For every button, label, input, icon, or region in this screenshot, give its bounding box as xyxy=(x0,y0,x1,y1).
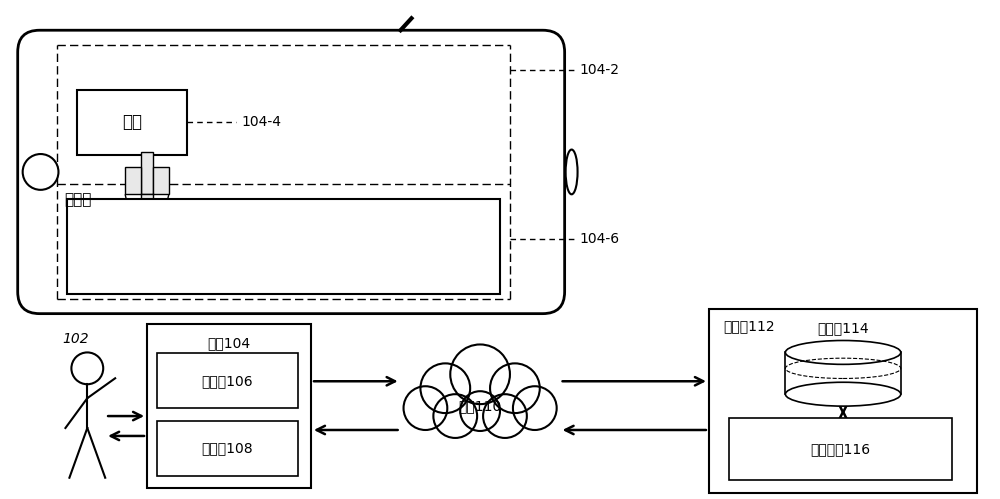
Ellipse shape xyxy=(785,340,901,364)
Circle shape xyxy=(433,394,477,438)
Ellipse shape xyxy=(785,382,901,406)
Bar xyxy=(147,323,311,488)
Circle shape xyxy=(513,386,557,430)
Ellipse shape xyxy=(566,150,578,194)
Circle shape xyxy=(404,386,447,430)
Circle shape xyxy=(483,394,527,438)
Text: 数据库114: 数据库114 xyxy=(817,321,869,335)
Circle shape xyxy=(71,352,103,384)
Text: 服务器112: 服务器112 xyxy=(724,319,775,333)
Text: 104-2: 104-2 xyxy=(580,63,620,77)
Circle shape xyxy=(450,344,510,404)
Text: 终端104: 终端104 xyxy=(207,336,251,350)
Bar xyxy=(709,309,977,493)
Polygon shape xyxy=(141,152,153,194)
Circle shape xyxy=(23,154,58,190)
Text: 存储器106: 存储器106 xyxy=(202,374,253,388)
Text: 处理引擎116: 处理引擎116 xyxy=(811,442,871,456)
Circle shape xyxy=(460,391,500,431)
Polygon shape xyxy=(125,168,169,224)
Text: 104-4: 104-4 xyxy=(241,115,281,129)
Bar xyxy=(729,418,952,480)
Bar xyxy=(67,199,500,294)
Bar xyxy=(157,421,298,476)
Bar xyxy=(157,353,298,408)
Text: 102: 102 xyxy=(62,331,89,345)
Circle shape xyxy=(420,363,470,413)
Text: 网络110: 网络110 xyxy=(458,399,502,413)
Text: 104-6: 104-6 xyxy=(580,232,620,246)
Text: 输入: 输入 xyxy=(122,113,142,131)
Bar xyxy=(77,90,187,155)
Text: 输出：: 输出： xyxy=(64,192,92,207)
Text: 处理器108: 处理器108 xyxy=(202,442,253,456)
FancyBboxPatch shape xyxy=(18,30,565,314)
Circle shape xyxy=(490,363,540,413)
